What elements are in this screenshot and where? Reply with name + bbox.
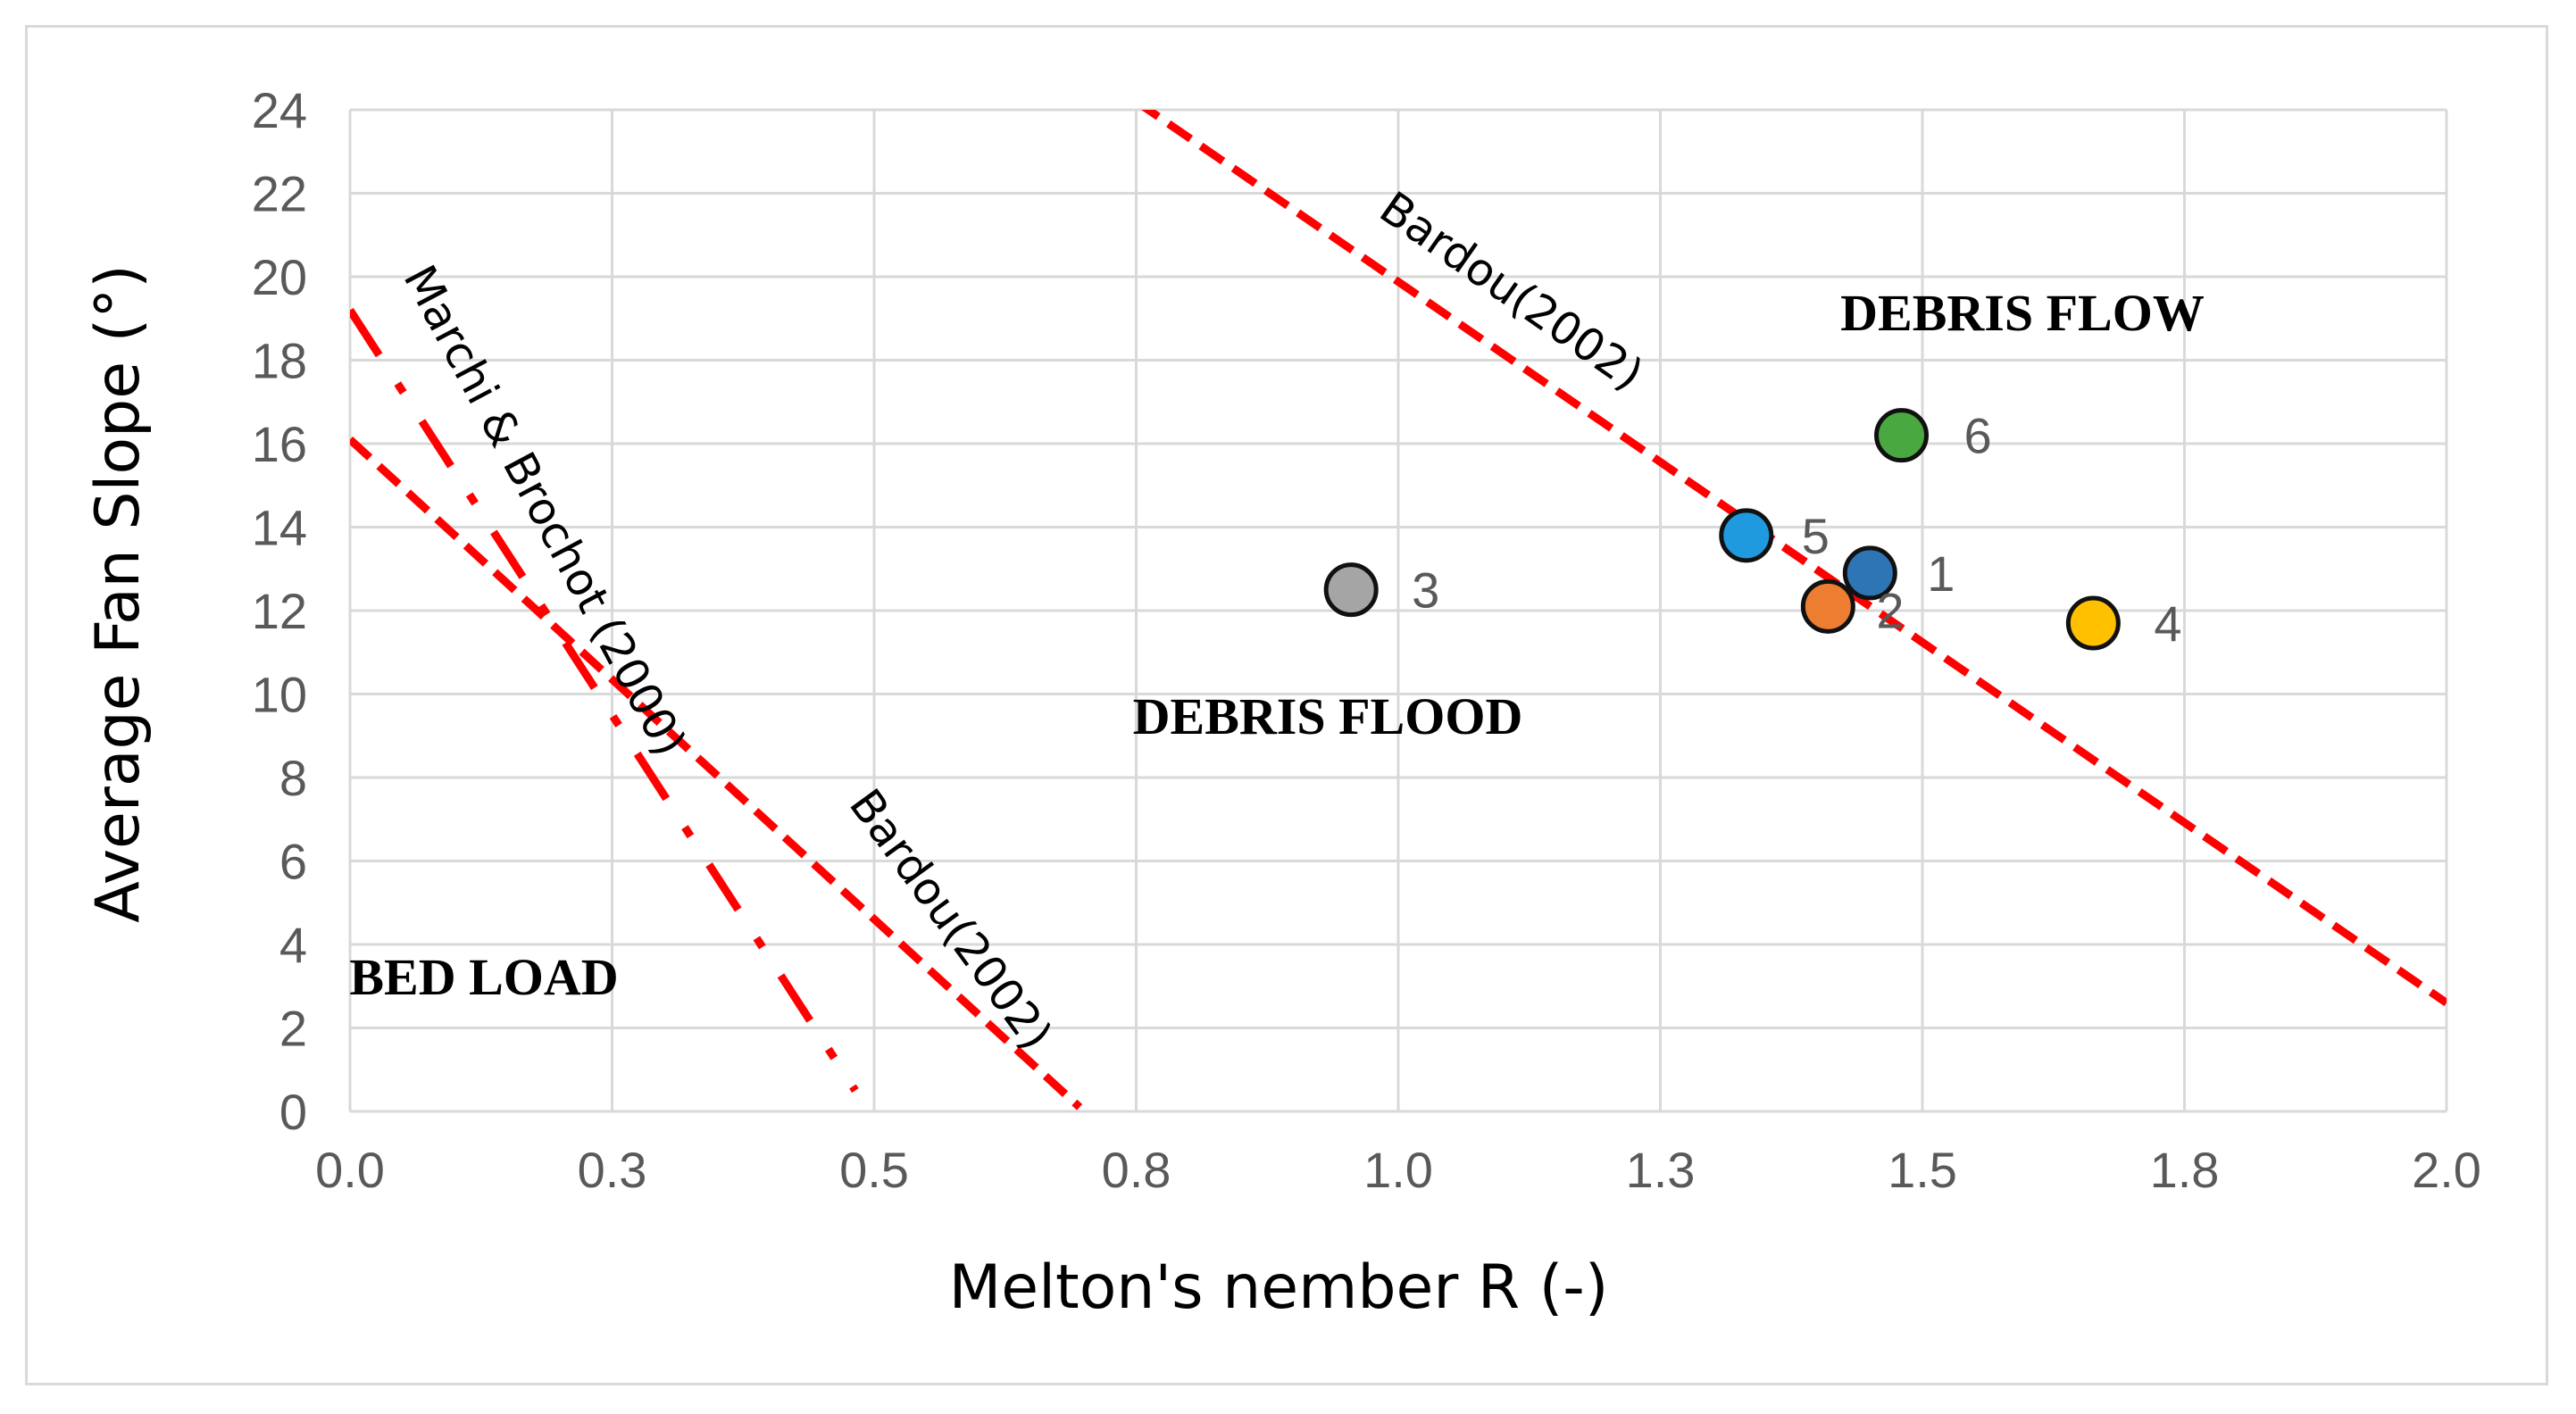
x-tick-label: 1.0 (1363, 1142, 1433, 1198)
y-tick-label: 2 (279, 1001, 307, 1057)
y-axis-title: Average Fan Slope (°) (83, 264, 154, 922)
x-axis-title: Melton's nember R (-) (949, 1252, 1609, 1323)
region-labels: DEBRIS FLOW DEBRIS FLOOD BED LOAD (349, 284, 2205, 1006)
threshold-line-1 (350, 437, 1083, 1110)
data-point-label-3: 3 (1412, 562, 1439, 619)
y-tick-label: 4 (279, 917, 307, 973)
data-point-6 (1874, 408, 1930, 463)
data-point-2 (1800, 578, 1855, 634)
threshold-lines (350, 110, 2447, 1110)
y-tick-label: 6 (279, 834, 307, 890)
y-tick-label: 24 (252, 82, 307, 138)
y-tick-label: 20 (252, 249, 307, 305)
region-label-bed-load: BED LOAD (349, 948, 618, 1006)
threshold-line-0 (1141, 110, 2447, 1007)
x-tick-label: 1.8 (2150, 1142, 2220, 1198)
data-point-4 (2065, 595, 2121, 651)
region-label-debris-flood: DEBRIS FLOOD (1133, 687, 1523, 745)
x-tick-label: 0.8 (1102, 1142, 1171, 1198)
y-tick-label: 8 (279, 750, 307, 806)
data-point-label-5: 5 (1802, 508, 1830, 564)
y-tick-label: 16 (252, 416, 307, 472)
data-point-label-6: 6 (1964, 408, 1992, 464)
data-point-1 (1842, 545, 1897, 601)
y-tick-label: 0 (279, 1084, 307, 1140)
threshold-line-2 (350, 307, 859, 1094)
data-point-3 (1323, 562, 1379, 618)
line-label-marchi-brochot: Marchi & Brochot (2000) (394, 257, 696, 764)
data-points: 12 3 4 5 6 (1323, 408, 2182, 652)
y-tick-label: 10 (252, 667, 307, 723)
x-tick-label: 0.3 (578, 1142, 647, 1198)
x-tick-label: 0.5 (839, 1142, 909, 1198)
data-point-5 (1719, 508, 1774, 563)
chart-frame (25, 25, 2548, 1385)
gridlines (348, 108, 2448, 1113)
y-tick-label: 22 (252, 166, 307, 222)
x-tick-label: 2.0 (2412, 1142, 2481, 1198)
x-tick-label: 1.3 (1626, 1142, 1696, 1198)
x-tick-label: 0.0 (315, 1142, 385, 1198)
data-point-label-4: 4 (2154, 595, 2181, 652)
region-label-debris-flow: DEBRIS FLOW (1840, 284, 2205, 342)
y-tick-label: 18 (252, 333, 307, 389)
y-tick-label: 14 (252, 500, 307, 556)
line-labels: Bardou(2002) Bardou(2002) Marchi & Broch… (394, 181, 1653, 1059)
data-point-label-1: 1 (1927, 545, 1955, 602)
y-tick-label: 12 (252, 583, 307, 639)
x-tick-label: 1.5 (1888, 1142, 1957, 1198)
data-point-label-2: 2 (1876, 582, 1904, 638)
